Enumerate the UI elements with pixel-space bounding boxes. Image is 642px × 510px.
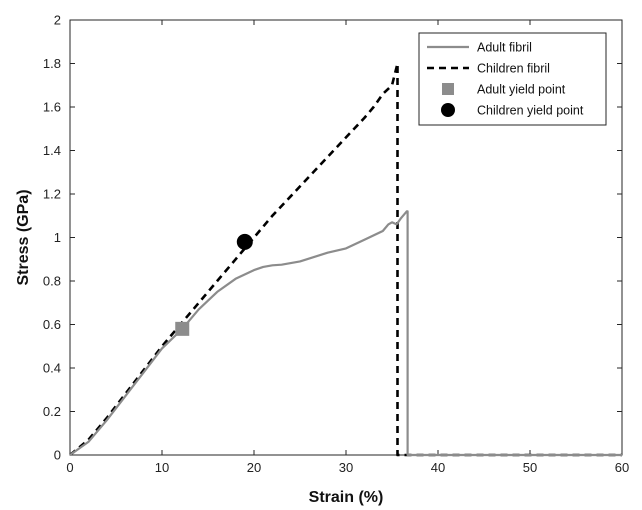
y-tick-label: 0.2 <box>43 404 61 419</box>
legend-label: Adult yield point <box>477 83 566 97</box>
children-fibril-line <box>69 62 622 457</box>
children-yield-point-marker <box>236 233 253 250</box>
series-layer <box>69 62 622 457</box>
legend-label: Adult fibril <box>477 41 532 55</box>
y-tick-label: 0.6 <box>43 317 61 332</box>
y-axis-title: Stress (GPa) <box>15 189 32 285</box>
y-tick-label: 1.4 <box>43 143 61 158</box>
y-tick-label: 2 <box>54 13 61 28</box>
x-axis-title: Strain (%) <box>309 489 384 506</box>
y-tick-label: 0.4 <box>43 361 61 376</box>
x-tick-label: 50 <box>523 460 537 475</box>
y-tick-labels: 0 0.2 0.4 0.6 0.8 1 1.2 1.4 1.6 1.8 2 <box>43 13 61 463</box>
x-tick-label: 30 <box>339 460 353 475</box>
y-tick-label: 1 <box>54 230 61 245</box>
x-tick-label: 20 <box>247 460 261 475</box>
legend-label: Children fibril <box>477 62 550 76</box>
legend: Adult fibril Children fibril Adult yield p… <box>418 32 607 126</box>
legend-label: Children yield point <box>477 104 584 118</box>
x-tick-label: 60 <box>615 460 629 475</box>
adult-yield-point-marker <box>175 321 190 336</box>
x-tick-label: 40 <box>431 460 445 475</box>
y-tick-label: 1.2 <box>43 187 61 202</box>
x-tick-label: 0 <box>66 460 73 475</box>
legend-key-adult-yield-point <box>442 83 454 95</box>
y-tick-label: 0.8 <box>43 274 61 289</box>
x-tick-label: 10 <box>155 460 169 475</box>
y-tick-label: 0 <box>54 448 61 463</box>
y-tick-label: 1.8 <box>43 56 61 71</box>
x-tick-labels: 0 10 20 30 40 50 60 <box>66 460 629 475</box>
legend-key-children-yield-point <box>441 103 455 117</box>
y-tick-label: 1.6 <box>43 100 61 115</box>
adult-fibril-line <box>69 210 622 457</box>
